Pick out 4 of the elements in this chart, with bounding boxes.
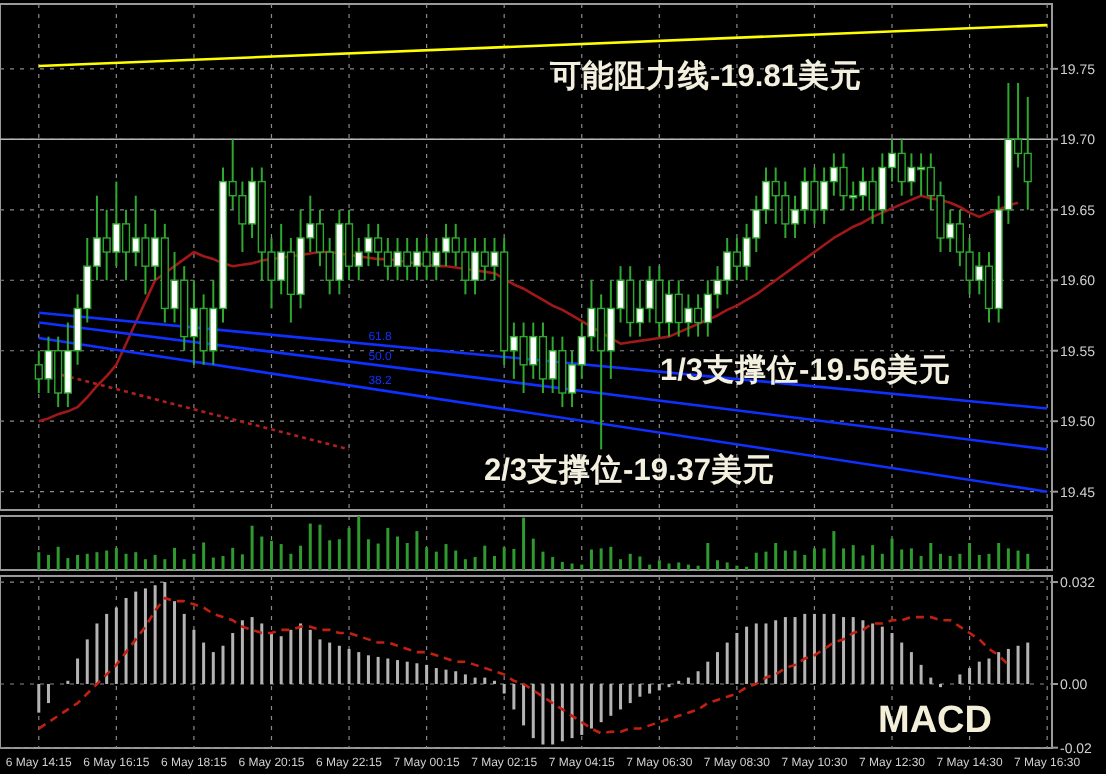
annotation: 2/3支撑位-19.37美元 [484,450,775,488]
line-series [37,596,1010,735]
text: MACD [878,700,992,742]
annotation: 可能阻力线-19.81美元 [548,56,862,94]
